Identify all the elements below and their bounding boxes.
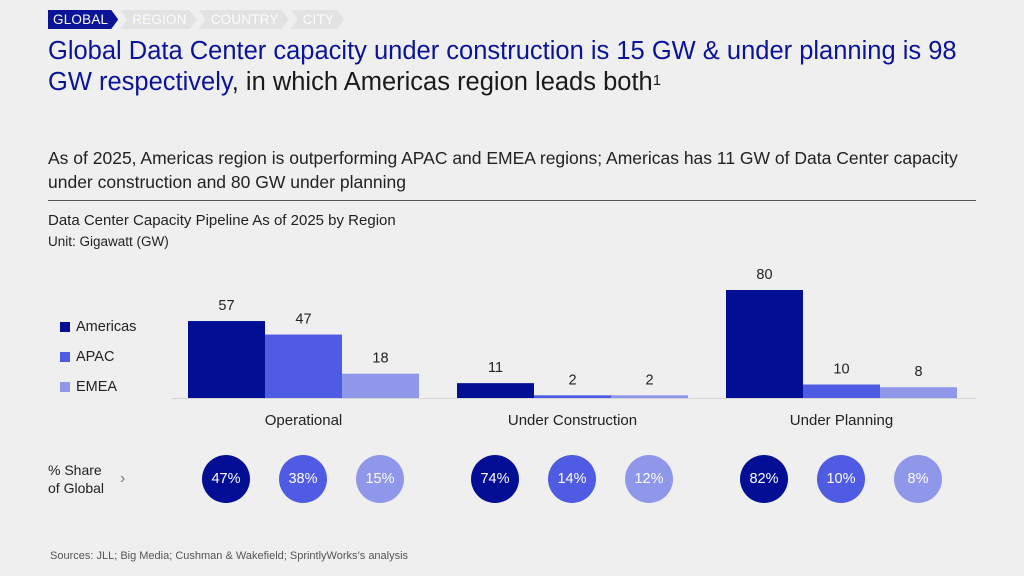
data-label: 10: [833, 362, 849, 378]
bar-americas-under-construction: [457, 383, 534, 398]
headline-footnote: 1: [652, 72, 662, 89]
share-circle-emea: 12%: [625, 455, 673, 503]
data-label: 80: [756, 267, 772, 283]
subheadline: As of 2025, Americas region is outperfor…: [48, 148, 958, 192]
page-title: Global Data Center capacity under constr…: [48, 36, 988, 98]
bar-americas-under-planning: [726, 290, 803, 398]
data-label: 2: [645, 372, 653, 388]
legend-item-apac: APAC: [60, 342, 136, 372]
divider: [48, 200, 976, 201]
breadcrumb-global[interactable]: GLOBAL: [48, 10, 118, 29]
data-label: 11: [488, 360, 503, 376]
legend-swatch-apac: [60, 352, 70, 362]
bar-emea-under-planning: [880, 387, 957, 398]
breadcrumb-region[interactable]: REGION: [120, 10, 196, 29]
breadcrumb-country[interactable]: COUNTRY: [199, 10, 289, 29]
legend-swatch-americas: [60, 322, 70, 332]
share-circle-emea: 15%: [356, 455, 404, 503]
headline-rest: , in which Americas region leads both: [231, 68, 653, 96]
share-circle-americas: 47%: [202, 455, 250, 503]
bar-emea-operational: [342, 373, 419, 398]
share-circle-apac: 38%: [279, 455, 327, 503]
data-label: 47: [295, 312, 311, 328]
legend-swatch-emea: [60, 382, 70, 392]
bar-apac-operational: [265, 334, 342, 398]
chevron-right-icon: ›: [120, 470, 126, 487]
bar-apac-under-construction: [534, 395, 611, 398]
share-circle-americas: 74%: [471, 455, 519, 503]
sources-note: Sources: JLL; Big Media; Cushman & Wakef…: [50, 550, 409, 562]
bar-apac-under-planning: [803, 384, 880, 398]
bar-americas-operational: [188, 321, 265, 398]
legend-label: Americas: [76, 319, 137, 335]
chart-title: Data Center Capacity Pipeline As of 2025…: [48, 212, 396, 229]
data-label: 2: [568, 372, 576, 388]
share-circle-apac: 10%: [817, 455, 865, 503]
share-circle-emea: 8%: [894, 455, 942, 503]
share-label-line1: % Share: [48, 462, 102, 478]
share-label-line2: of Global: [48, 480, 105, 496]
category-label: Under Construction: [508, 412, 637, 429]
share-circle-americas: 82%: [740, 455, 788, 503]
share-of-global-label: % Share of Global: [48, 461, 104, 497]
chart-unit: Unit: Gigawatt (GW): [48, 234, 169, 249]
legend-item-emea: EMEA: [60, 372, 136, 402]
legend-label: APAC: [76, 349, 115, 365]
legend-label: EMEA: [76, 379, 118, 395]
category-label: Operational: [265, 412, 343, 429]
data-label: 57: [218, 298, 234, 314]
breadcrumb: GLOBAL REGION COUNTRY CITY: [48, 10, 346, 29]
bar-emea-under-construction: [611, 395, 688, 398]
chart-legend: Americas APAC EMEA: [60, 312, 136, 402]
data-label: 18: [372, 351, 388, 367]
share-circle-apac: 14%: [548, 455, 596, 503]
breadcrumb-city[interactable]: CITY: [291, 10, 345, 29]
data-label: 8: [914, 364, 922, 380]
category-label: Under Planning: [790, 412, 893, 429]
headline-highlight: Global Data Center capacity under constr…: [48, 37, 957, 96]
legend-item-americas: Americas: [60, 312, 136, 342]
